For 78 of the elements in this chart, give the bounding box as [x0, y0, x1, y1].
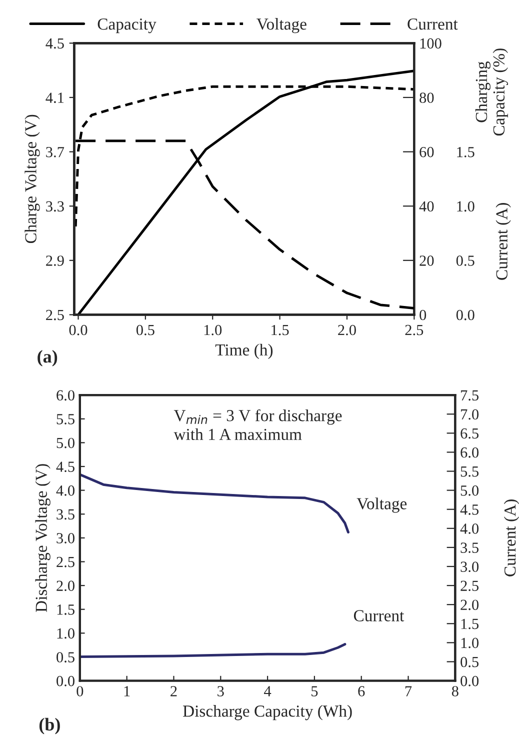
text: (b) — [39, 718, 60, 734]
x-axis-title: Discharge Capacity (Wh) — [183, 705, 352, 720]
y-tick-label: 3.5 — [56, 509, 74, 520]
y2-tick-label: 5.5 — [460, 466, 479, 477]
y-tick-label: 4.5 — [56, 462, 74, 472]
annotation: Voltage — [356, 498, 407, 513]
y2-tick-label: 7.0 — [461, 409, 479, 420]
x-tick-label: 2.5 — [405, 324, 424, 336]
y-tick-label: 2.5 — [46, 310, 64, 320]
y2-tick-label: 2.5 — [460, 580, 479, 592]
y2-tick-label: 1.0 — [461, 638, 479, 648]
y-tick-label: 5.0 — [56, 438, 74, 448]
y2-axis-title: Current (A) — [504, 500, 519, 576]
y2-tick-label: 6.5 — [460, 428, 479, 439]
y2-tick-label: 0 — [420, 310, 426, 320]
y2-tick-label: 3.5 — [460, 542, 479, 553]
x-tick-label: 6 — [358, 686, 365, 696]
y2-tick-label: 3.0 — [460, 562, 479, 572]
legend-label: Capacity — [98, 18, 156, 34]
x-tick-label: 2.0 — [338, 324, 356, 336]
y-axis-title: Charge Voltage (V) — [24, 114, 40, 244]
y2-tick-label: 0.0 — [460, 676, 479, 686]
x-tick-label: 1.0 — [204, 324, 222, 336]
y2-tick-label: 6.0 — [460, 447, 479, 458]
x-tick-label: 2 — [170, 686, 177, 696]
y2-tick-label: 2.0 — [460, 600, 479, 610]
text: (a) — [38, 350, 58, 366]
x-tick-label: 3 — [218, 686, 224, 696]
y2-tick-label: 60 — [420, 146, 434, 158]
y2-tick-label: 1.5 — [461, 618, 479, 630]
y2-tick-label: 100 — [420, 38, 442, 49]
x-tick-label: 0.0 — [69, 324, 88, 336]
x-tick-label: 5 — [312, 686, 318, 696]
y-tick-label: 2.5 — [56, 556, 74, 568]
y-tick-label: 4.1 — [46, 92, 64, 103]
y-tick-label: 3.3 — [46, 201, 64, 212]
y2-axis-title: Charging Capacity (%) — [475, 48, 508, 136]
y3-tick-label: 0.5 — [456, 256, 474, 266]
x-tick-label: 4 — [264, 686, 272, 696]
x-tick-label: 1.5 — [272, 324, 289, 336]
y-tick-label: 2.0 — [56, 580, 74, 592]
y2-tick-label: 80 — [420, 92, 434, 103]
y2-tick-label: 0.5 — [460, 656, 479, 668]
y3-tick-label: 1.5 — [457, 146, 474, 158]
line-series — [80, 473, 350, 534]
line-series — [80, 642, 346, 658]
annotation: Current — [354, 610, 404, 622]
legend-label: Current — [408, 18, 458, 30]
y2-tick-label: 4.0 — [460, 524, 479, 534]
y2-tick-label: 20 — [420, 256, 434, 266]
x-tick-label: 1 — [124, 686, 130, 696]
x-axis-title: Time (h) — [215, 344, 273, 359]
y-tick-label: 4.5 — [46, 38, 64, 49]
x-tick-label: 0 — [76, 686, 84, 696]
y2-tick-label: 4.5 — [460, 504, 479, 515]
y-axis-title: Discharge Voltage (V) — [35, 464, 50, 612]
y-tick-label: 5.5 — [56, 414, 74, 424]
y3-axis-title: Current (A) — [496, 203, 511, 280]
line-series — [77, 70, 414, 315]
legend-label: Voltage — [256, 18, 306, 34]
y-tick-label: 1.5 — [57, 604, 74, 615]
y2-tick-label: 7.5 — [461, 390, 479, 401]
y-tick-label: 3.0 — [56, 533, 74, 544]
y-tick-label: 0.0 — [56, 676, 74, 686]
annotation: V$_{min}$ = 3 V for discharge with 1 A maximum — [174, 409, 342, 440]
x-tick-label: 0.5 — [136, 324, 154, 336]
x-tick-label: 8 — [452, 686, 458, 696]
y-tick-label: 4.0 — [56, 485, 74, 496]
y-tick-label: 1.0 — [57, 628, 74, 639]
y2-tick-label: 5.0 — [460, 485, 479, 496]
x-tick-label: 7 — [405, 686, 412, 696]
y2-tick-label: 40 — [419, 201, 434, 212]
y3-tick-label: 1.0 — [457, 201, 474, 212]
y3-tick-label: 0.0 — [456, 310, 474, 320]
y-tick-label: 2.9 — [46, 256, 64, 266]
y-tick-label: 3.7 — [46, 146, 64, 158]
y-tick-label: 6.0 — [56, 390, 74, 401]
y-tick-label: 0.5 — [56, 652, 74, 662]
